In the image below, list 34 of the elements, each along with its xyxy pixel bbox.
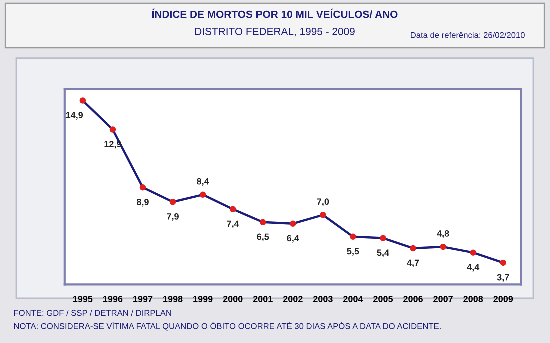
text: NOTA: CONSIDERA-SE VÍTIMA FATAL QUANDO O ÓBITO OCORRE ATÉ 30 DIAS APÓS A DATA DO ACIDENTE. (14, 322, 441, 331)
data-label: 14,9 (66, 112, 84, 120)
chart-subtitle: DISTRITO FEDERAL, 1995 - 2009 (195, 28, 355, 37)
data-label: 6,4 (287, 235, 300, 243)
x-tick-label: 2007 (434, 296, 453, 302)
data-label: 4,8 (437, 230, 450, 238)
x-tick-label: 2002 (283, 296, 303, 302)
x-tick-label: 2009 (494, 296, 514, 302)
x-tick-label: 1999 (194, 296, 213, 302)
chart-title: ÍNDICE DE MORTOS POR 10 MIL VEÍCULOS/ ANO (152, 8, 398, 18)
x-tick-label: 1996 (103, 296, 123, 302)
x-tick-label: 2001 (253, 296, 273, 302)
x-tick-label: 2008 (464, 296, 484, 302)
data-label: 4,7 (407, 260, 420, 268)
data-label: 3,7 (497, 274, 510, 282)
data-label: 7,0 (317, 198, 330, 206)
data-label: 7,4 (227, 220, 240, 228)
data-label: 7,9 (167, 213, 179, 222)
data-label: 8,4 (197, 178, 210, 186)
data-label: 5,5 (347, 248, 360, 256)
x-tick-label: 2005 (374, 296, 394, 302)
x-tick-label: 1995 (73, 296, 93, 302)
source-note: FONTE: GDF / SSP / DETRAN / DIRPLAN (14, 310, 172, 316)
x-tick-label: 1998 (164, 296, 183, 302)
x-tick-label: 2004 (343, 296, 364, 302)
data-label: 4,4 (467, 264, 480, 272)
x-tick-label: 2003 (313, 296, 333, 302)
data-label: 5,4 (377, 250, 390, 258)
x-tick-label: 2000 (223, 296, 243, 302)
text: Data de referência: 26/02/2010 (411, 32, 525, 38)
data-label: 6,5 (257, 234, 270, 242)
x-tick-label: 2006 (404, 296, 423, 302)
data-label: 8,9 (137, 199, 149, 207)
x-tick-label: 1997 (134, 296, 153, 302)
